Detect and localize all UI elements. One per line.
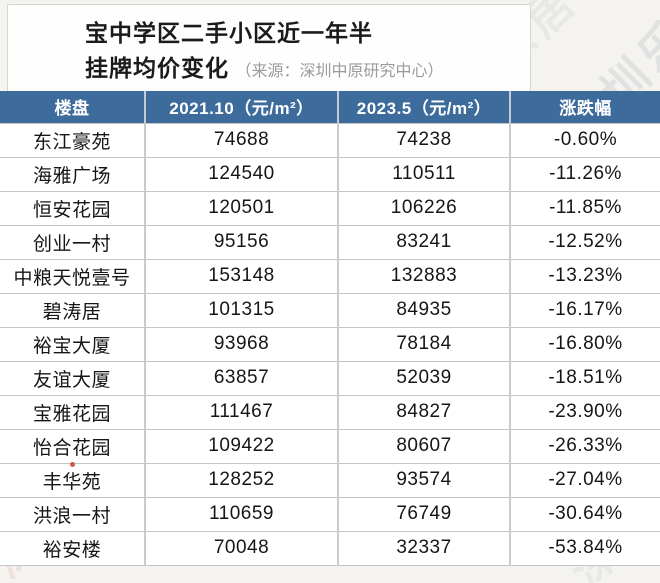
title-block: 宝中学区二手小区近一年半 挂牌均价变化 （来源：深圳中原研究中心）	[85, 16, 443, 89]
cell-price-2023: 52039	[337, 360, 510, 395]
cell-price-2021: 93968	[144, 326, 338, 361]
cell-building: 洪浪一村	[0, 496, 145, 531]
cell-building: 中粮天悦壹号	[0, 258, 145, 293]
cell-price-2023: 32337	[337, 530, 510, 566]
table-row: 洪浪一村 110659 76749 -30.64%	[0, 496, 660, 531]
cell-change: -26.33%	[509, 428, 660, 463]
cell-building: 东江豪苑	[0, 122, 145, 157]
table-header-row: 楼盘 2021.10（元/m²） 2023.5（元/m²） 涨跌幅	[0, 91, 660, 123]
cell-building: 碧涛居	[0, 292, 145, 327]
cell-price-2021: 110659	[144, 496, 338, 531]
page-title-line1: 宝中学区二手小区近一年半	[85, 20, 373, 46]
table-row: 裕宝大厦 93968 78184 -16.80%	[0, 326, 660, 361]
col-header-price-2023: 2023.5（元/m²）	[337, 91, 510, 123]
cell-price-2023: 106226	[337, 190, 510, 225]
cell-price-2023: 80607	[337, 428, 510, 463]
cell-building: 恒安花园	[0, 190, 145, 225]
cell-change: -0.60%	[509, 122, 660, 157]
cell-price-2023: 74238	[337, 122, 510, 157]
cell-change: -13.23%	[509, 258, 660, 293]
cell-change: -23.90%	[509, 394, 660, 429]
table-row: 裕安楼 70048 32337 -53.84%	[0, 530, 660, 566]
cell-price-2021: 124540	[144, 156, 338, 191]
cell-change: -27.04%	[509, 462, 660, 497]
cell-building: 裕宝大厦	[0, 326, 145, 361]
table-row: 东江豪苑 74688 74238 -0.60%	[0, 122, 660, 157]
col-header-price-2021: 2021.10（元/m²）	[144, 91, 338, 123]
cell-price-2021: 120501	[144, 190, 338, 225]
table-row: 怡合花园 109422 80607 -26.33%	[0, 428, 660, 463]
cell-price-2023: 110511	[337, 156, 510, 191]
cell-price-2021: 111467	[144, 394, 338, 429]
table-row: 恒安花园 120501 106226 -11.85%	[0, 190, 660, 225]
cell-price-2023: 76749	[337, 496, 510, 531]
cell-price-2021: 109422	[144, 428, 338, 463]
table-row: 中粮天悦壹号 153148 132883 -13.23%	[0, 258, 660, 293]
cell-price-2021: 153148	[144, 258, 338, 293]
cell-building: 宝雅花园	[0, 394, 145, 429]
cell-change: -18.51%	[509, 360, 660, 395]
cell-price-2021: 101315	[144, 292, 338, 327]
cell-change: -11.26%	[509, 156, 660, 191]
cell-price-2023: 84827	[337, 394, 510, 429]
cell-change: -16.17%	[509, 292, 660, 327]
watermark-red-dot	[70, 462, 75, 467]
cell-building: 友谊大厦	[0, 360, 145, 395]
cell-building: 海雅广场	[0, 156, 145, 191]
table-row: 碧涛居 101315 84935 -16.17%	[0, 292, 660, 327]
cell-price-2023: 84935	[337, 292, 510, 327]
source-note: （来源：深圳中原研究中心）	[235, 63, 444, 80]
cell-price-2023: 132883	[337, 258, 510, 293]
table-row: 宝雅花园 111467 84827 -23.90%	[0, 394, 660, 429]
title-card	[7, 4, 531, 92]
cell-change: -53.84%	[509, 530, 660, 566]
cell-price-2021: 70048	[144, 530, 338, 566]
cell-change: -12.52%	[509, 224, 660, 259]
price-change-table: 楼盘 2021.10（元/m²） 2023.5（元/m²） 涨跌幅 东江豪苑 7…	[0, 91, 660, 566]
table-row: 海雅广场 124540 110511 -11.26%	[0, 156, 660, 191]
cell-price-2021: 63857	[144, 360, 338, 395]
table-row: 友谊大厦 63857 52039 -18.51%	[0, 360, 660, 395]
cell-price-2023: 93574	[337, 462, 510, 497]
cell-price-2023: 78184	[337, 326, 510, 361]
cell-building: 裕安楼	[0, 530, 145, 566]
table-row: 创业一村 95156 83241 -12.52%	[0, 224, 660, 259]
cell-price-2021: 74688	[144, 122, 338, 157]
cell-change: -11.85%	[509, 190, 660, 225]
cell-price-2023: 83241	[337, 224, 510, 259]
col-header-building: 楼盘	[0, 91, 145, 123]
cell-building: 怡合花园	[0, 428, 145, 463]
cell-price-2021: 128252	[144, 462, 338, 497]
table-row: 丰华苑 128252 93574 -27.04%	[0, 462, 660, 497]
cell-change: -30.64%	[509, 496, 660, 531]
cell-building: 丰华苑	[0, 462, 145, 497]
cell-building: 创业一村	[0, 224, 145, 259]
page-title-line2: 挂牌均价变化	[85, 55, 229, 81]
cell-price-2021: 95156	[144, 224, 338, 259]
col-header-change: 涨跌幅	[509, 91, 660, 123]
cell-change: -16.80%	[509, 326, 660, 361]
